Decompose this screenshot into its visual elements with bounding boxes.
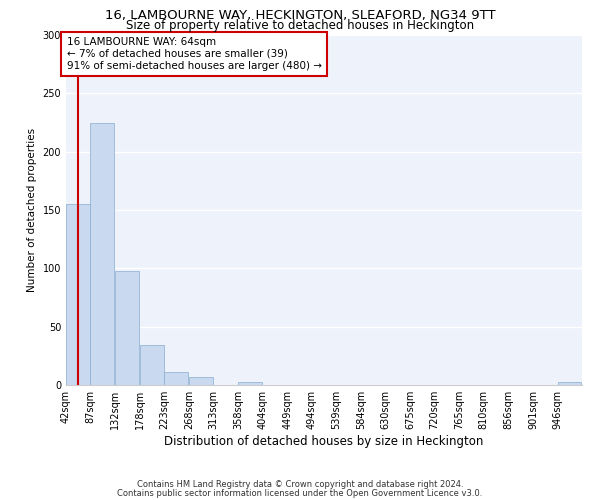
Bar: [140, 346, 164, 385]
Bar: [557, 382, 581, 385]
Bar: [238, 382, 262, 385]
X-axis label: Distribution of detached houses by size in Heckington: Distribution of detached houses by size …: [164, 435, 484, 448]
Bar: [189, 377, 213, 385]
Text: Contains HM Land Registry data © Crown copyright and database right 2024.: Contains HM Land Registry data © Crown c…: [137, 480, 463, 489]
Bar: [115, 270, 139, 385]
Y-axis label: Number of detached properties: Number of detached properties: [27, 128, 37, 292]
Bar: [66, 204, 90, 385]
Text: 16, LAMBOURNE WAY, HECKINGTON, SLEAFORD, NG34 9TT: 16, LAMBOURNE WAY, HECKINGTON, SLEAFORD,…: [104, 9, 496, 22]
Bar: [91, 122, 115, 385]
Text: Size of property relative to detached houses in Heckington: Size of property relative to detached ho…: [126, 19, 474, 32]
Bar: [164, 372, 188, 385]
Text: Contains public sector information licensed under the Open Government Licence v3: Contains public sector information licen…: [118, 488, 482, 498]
Text: 16 LAMBOURNE WAY: 64sqm
← 7% of detached houses are smaller (39)
91% of semi-det: 16 LAMBOURNE WAY: 64sqm ← 7% of detached…: [67, 38, 322, 70]
